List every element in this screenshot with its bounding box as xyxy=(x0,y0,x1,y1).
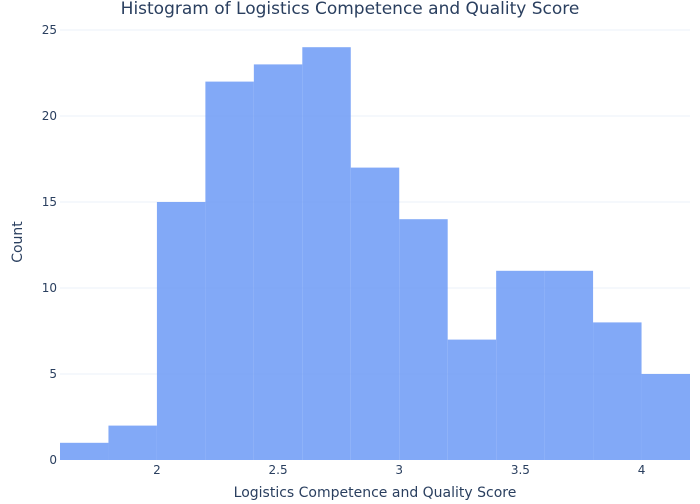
histogram-bar xyxy=(593,322,641,460)
histogram-bar xyxy=(60,443,108,460)
y-tick-label: 15 xyxy=(42,195,57,209)
y-tick-label: 25 xyxy=(42,23,57,37)
histogram-bar xyxy=(108,426,156,460)
y-tick-label: 0 xyxy=(49,453,57,467)
histogram-bar xyxy=(545,271,593,460)
y-tick-label: 5 xyxy=(49,367,57,381)
x-tick-label: 2 xyxy=(153,463,161,477)
histogram-bar xyxy=(205,82,253,460)
x-tick-label: 4 xyxy=(638,463,646,477)
x-axis-label: Logistics Competence and Quality Score xyxy=(234,485,517,500)
x-tick-label: 2.5 xyxy=(269,463,288,477)
y-axis-ticks: 0 5 10 15 20 25 xyxy=(42,23,57,467)
histogram-bar xyxy=(302,47,350,460)
histogram-bar xyxy=(399,219,447,460)
histogram-bar xyxy=(157,202,205,460)
x-tick-label: 3.5 xyxy=(511,463,530,477)
histogram-bar xyxy=(448,340,496,460)
histogram-bar xyxy=(254,64,302,460)
bar-layer xyxy=(60,47,690,460)
y-tick-label: 10 xyxy=(42,281,57,295)
x-tick-label: 3 xyxy=(395,463,403,477)
histogram-bar xyxy=(496,271,544,460)
histogram-bar xyxy=(351,168,399,460)
y-axis-label: Count xyxy=(10,221,26,263)
histogram-bar xyxy=(642,374,690,460)
y-tick-label: 20 xyxy=(42,109,57,123)
x-axis-ticks: 2 2.5 3 3.5 4 xyxy=(153,463,645,477)
chart-title: Histogram of Logistics Competence and Qu… xyxy=(121,0,580,19)
